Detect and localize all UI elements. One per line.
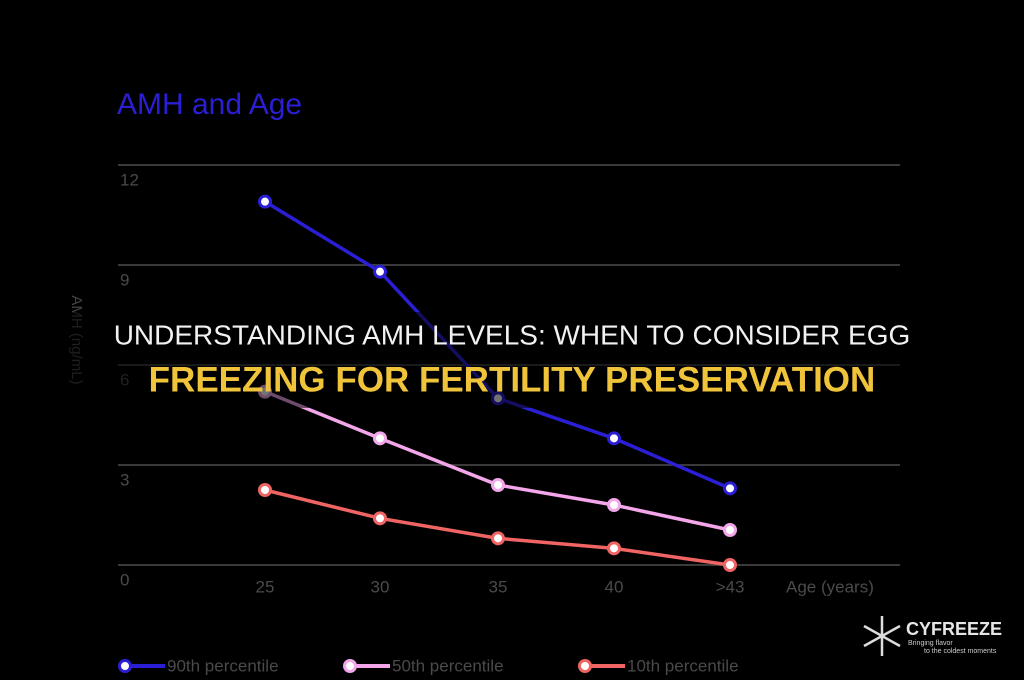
x-axis-label: Age (years)	[786, 577, 874, 596]
logo-name: CYFREEZE	[906, 619, 1002, 639]
data-point	[607, 431, 621, 446]
data-point	[491, 478, 505, 492]
data-point	[258, 483, 272, 497]
y-tick-label: 9	[120, 270, 129, 289]
y-tick-label: 12	[120, 170, 139, 189]
x-tick-label: 25	[256, 577, 275, 596]
banner-band	[0, 312, 1024, 408]
logo-tagline: Bringing flavor	[908, 640, 953, 647]
x-tick-label: 30	[371, 577, 390, 596]
data-point	[723, 558, 737, 572]
y-tick-label: 0	[120, 570, 129, 589]
data-point	[723, 523, 737, 537]
banner-line-2: FREEZING FOR FERTILITY PRESERVATION	[149, 360, 876, 399]
data-point	[258, 194, 272, 209]
banner-line-1: UNDERSTANDING AMH LEVELS: WHEN TO CONSID…	[114, 319, 911, 350]
legend-label: 50th percentile	[392, 656, 504, 675]
x-tick-label: 40	[605, 577, 624, 596]
data-point	[373, 264, 387, 279]
y-tick-label: 3	[120, 470, 129, 489]
x-tick-label: 35	[489, 577, 508, 596]
chart-title: AMH and Age	[117, 88, 302, 121]
x-tick-label: >43	[716, 577, 745, 596]
legend-label: 90th percentile	[167, 656, 279, 675]
legend-marker	[578, 659, 592, 673]
data-point	[607, 498, 621, 512]
legend-marker	[118, 659, 132, 673]
logo	[863, 616, 901, 656]
legend-label: 10th percentile	[627, 656, 739, 675]
data-point	[373, 431, 387, 446]
logo-tagline: to the coldest moments	[924, 648, 997, 655]
data-point	[723, 481, 737, 496]
legend-marker	[343, 659, 357, 673]
data-point	[607, 541, 621, 556]
data-point	[373, 511, 387, 526]
data-point	[491, 531, 505, 546]
